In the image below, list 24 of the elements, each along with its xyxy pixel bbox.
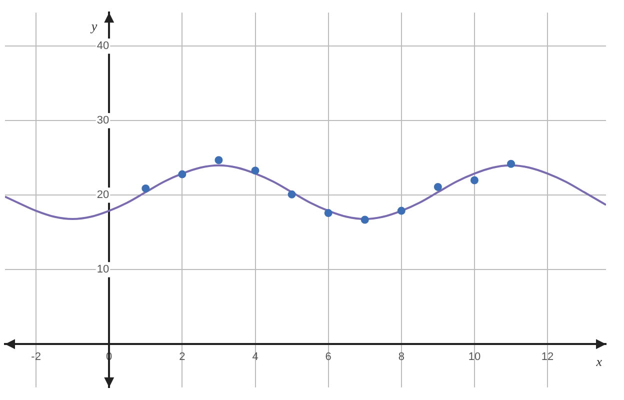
point (142, 184, 150, 192)
point (324, 209, 332, 218)
point (178, 170, 186, 178)
point (397, 206, 406, 215)
point (470, 176, 478, 184)
x-tick-label: 4 (252, 350, 258, 363)
y-tick-label: 20 (96, 189, 110, 202)
y-axis-title: y (89, 18, 98, 34)
y-tick-label: 40 (96, 40, 110, 52)
point (360, 216, 369, 224)
x-tick-label: -2 (31, 350, 41, 363)
x-tick-label: 6 (325, 350, 332, 363)
point (251, 166, 260, 175)
y-tick-label: 10 (96, 264, 110, 276)
x-tick-label: 8 (398, 350, 404, 363)
point (288, 190, 296, 198)
point (507, 160, 516, 168)
x-tick-label: 2 (179, 350, 186, 363)
point (214, 156, 223, 164)
x-tick-label: 10 (468, 350, 481, 363)
x-axis-title: x (595, 354, 602, 370)
point (434, 182, 442, 191)
x-tick-label: 12 (541, 350, 554, 363)
y-tick-label: 30 (96, 114, 110, 127)
